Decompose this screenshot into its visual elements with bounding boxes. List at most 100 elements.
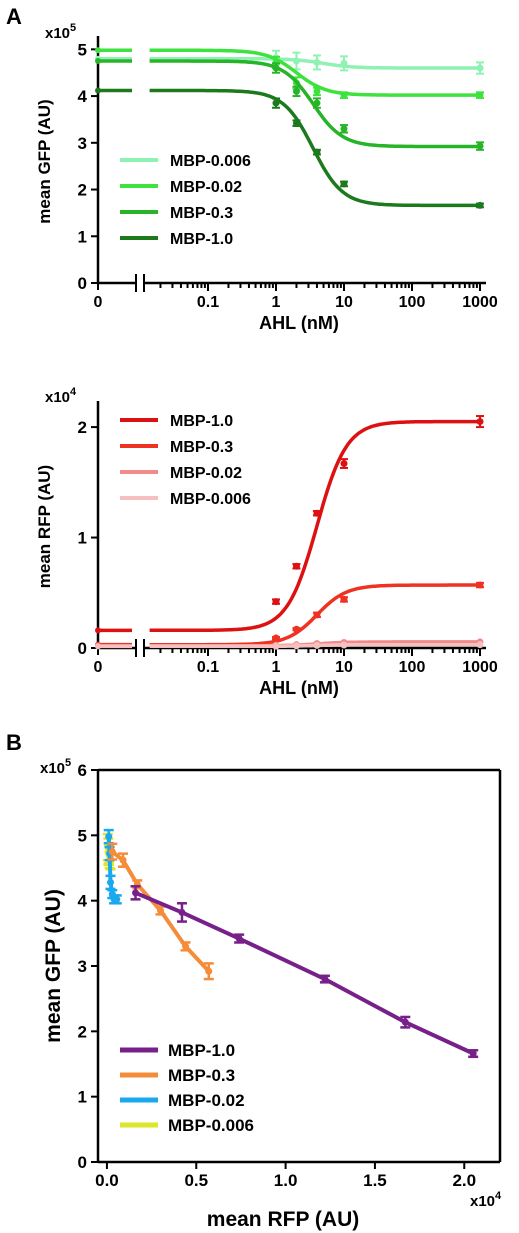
data-point bbox=[95, 87, 101, 94]
data-point bbox=[340, 59, 348, 67]
y-tick-label: 1 bbox=[78, 1088, 87, 1107]
data-point bbox=[95, 643, 101, 650]
series-line bbox=[149, 48, 480, 97]
data-point bbox=[476, 418, 484, 426]
series-line bbox=[134, 890, 475, 1056]
data-point bbox=[313, 58, 321, 66]
data-point bbox=[340, 180, 348, 188]
data-point bbox=[476, 641, 484, 649]
data-point bbox=[157, 906, 165, 914]
data-point bbox=[292, 625, 300, 633]
series-MBP-1.0: MBP-1.0 bbox=[95, 413, 484, 634]
y-tick-label: 0 bbox=[78, 1153, 87, 1172]
data-point bbox=[313, 148, 321, 156]
data-point bbox=[105, 833, 113, 841]
y-multiplier: x105 bbox=[40, 757, 71, 777]
y-axis-label: mean GFP (AU) bbox=[35, 99, 54, 223]
y-tick-label: 6 bbox=[78, 761, 87, 780]
x-tick-label: 0 bbox=[94, 659, 103, 676]
y-tick-label: 4 bbox=[78, 87, 88, 106]
data-point bbox=[313, 99, 321, 107]
data-point bbox=[113, 895, 121, 903]
data-point bbox=[313, 87, 321, 95]
x-tick-label: 0 bbox=[94, 294, 103, 311]
legend-label: MBP-1.0 bbox=[168, 1041, 235, 1060]
series-MBP-0.02: MBP-0.02 bbox=[95, 465, 484, 649]
legend-label: MBP-0.3 bbox=[170, 439, 233, 456]
series-line bbox=[149, 419, 480, 633]
y-tick-label: 2 bbox=[78, 418, 87, 437]
gfp-chart: 0 1 2 3 4 5 0 0.1 1 10 100 1000 AHL (nM) mean GFP (AU… bbox=[35, 22, 498, 333]
legend-label: MBP-0.3 bbox=[170, 205, 233, 222]
data-point bbox=[340, 595, 348, 603]
legend-label: MBP-0.02 bbox=[170, 465, 242, 482]
series-MBP-1.0: MBP-1.0 bbox=[95, 87, 484, 248]
y-tick-label: 0 bbox=[78, 639, 87, 658]
panel-label-b: B bbox=[6, 730, 22, 755]
x-tick-label: 2.0 bbox=[452, 1171, 476, 1190]
y-tick-label: 3 bbox=[78, 134, 87, 153]
data-point bbox=[272, 64, 280, 72]
data-point bbox=[292, 642, 300, 650]
x-tick-label: 0.0 bbox=[95, 1171, 119, 1190]
x-axis-label: AHL (nM) bbox=[259, 313, 339, 333]
data-point bbox=[476, 142, 484, 150]
data-point bbox=[340, 125, 348, 133]
series-MBP-0.3: MBP-0.3 bbox=[95, 58, 484, 222]
data-point bbox=[313, 641, 321, 649]
x-tick-label: 1 bbox=[272, 659, 281, 676]
data-point bbox=[178, 908, 186, 916]
data-point bbox=[235, 935, 243, 943]
y-tick-label: 2 bbox=[78, 1022, 87, 1041]
data-point bbox=[313, 509, 321, 517]
rfp-chart: 0 1 2 0 0.1 1 10 100 1000 AHL (nM) mean RFP (AU) x1… bbox=[35, 386, 498, 698]
data-point bbox=[95, 47, 101, 54]
y-multiplier: x105 bbox=[45, 22, 76, 42]
y-tick-label: 2 bbox=[78, 181, 87, 200]
x-tick-label: 1 bbox=[272, 294, 281, 311]
data-point bbox=[272, 642, 280, 650]
x-tick-label: 1000 bbox=[462, 659, 498, 676]
data-point bbox=[272, 634, 280, 642]
x-tick-label: 0.1 bbox=[197, 659, 219, 676]
data-point bbox=[476, 201, 484, 209]
y-tick-label: 5 bbox=[78, 40, 87, 59]
data-point bbox=[292, 119, 300, 127]
y-tick-label: 1 bbox=[78, 529, 87, 548]
x-axis-label: mean RFP (AU) bbox=[207, 1208, 359, 1231]
data-point bbox=[321, 975, 329, 983]
legend-label: MBP-0.006 bbox=[170, 491, 251, 508]
gfp-vs-rfp-chart: 0 1 2 3 4 5 6 0.0 0.5 1.0 1.5 2.0 mean RFP (AU) mean … bbox=[40, 757, 502, 1231]
series-MBP-0.006: MBP-0.006 bbox=[95, 49, 484, 170]
data-point bbox=[476, 581, 484, 589]
x-multiplier: x104 bbox=[470, 1190, 502, 1210]
series-MBP-0.3 bbox=[107, 842, 214, 981]
data-point bbox=[340, 641, 348, 649]
data-point bbox=[119, 856, 127, 864]
y-axis-label: mean GFP (AU) bbox=[42, 889, 65, 1043]
x-tick-label: 0.5 bbox=[184, 1171, 208, 1190]
x-axis-label: AHL (nM) bbox=[259, 678, 339, 698]
y-tick-label: 4 bbox=[78, 892, 88, 911]
x-tick-label: 1000 bbox=[462, 294, 498, 311]
legend-label: MBP-1.0 bbox=[170, 413, 233, 430]
x-tick-label: 0.1 bbox=[197, 294, 219, 311]
y-tick-label: 5 bbox=[78, 826, 87, 845]
data-point bbox=[205, 967, 213, 975]
y-axis-label: mean RFP (AU) bbox=[35, 465, 54, 588]
legend-label: MBP-0.3 bbox=[168, 1066, 235, 1085]
data-point bbox=[292, 57, 300, 65]
data-point bbox=[313, 611, 321, 619]
y-multiplier: x104 bbox=[45, 386, 77, 406]
data-point bbox=[340, 91, 348, 99]
series-MBP-0.006: MBP-0.006 bbox=[95, 491, 484, 650]
x-tick-label: 100 bbox=[399, 294, 426, 311]
data-point bbox=[272, 99, 280, 107]
data-point bbox=[292, 87, 300, 95]
y-tick-label: 3 bbox=[78, 957, 87, 976]
legend-label: MBP-0.02 bbox=[168, 1091, 245, 1110]
panel-label-a: A bbox=[6, 4, 22, 29]
y-tick-label: 1 bbox=[78, 227, 87, 246]
x-tick-label: 1.5 bbox=[363, 1171, 387, 1190]
data-point bbox=[476, 91, 484, 99]
